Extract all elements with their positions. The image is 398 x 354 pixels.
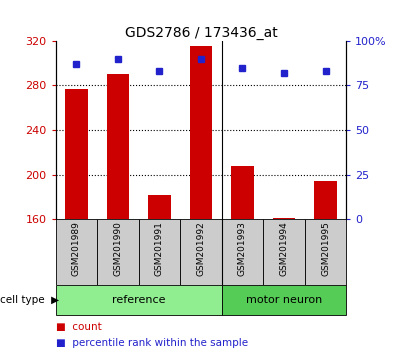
Bar: [180, 219, 222, 285]
Bar: [305, 219, 346, 285]
Text: GSM201994: GSM201994: [279, 222, 289, 276]
Text: GSM201989: GSM201989: [72, 222, 81, 276]
Text: GSM201992: GSM201992: [197, 222, 205, 276]
Bar: [222, 219, 263, 285]
Text: GSM201990: GSM201990: [113, 222, 123, 276]
Bar: [222, 285, 346, 315]
Text: reference: reference: [112, 295, 166, 305]
Text: GSM201995: GSM201995: [321, 222, 330, 276]
Bar: [56, 285, 222, 315]
Text: cell type  ▶: cell type ▶: [0, 295, 59, 305]
Bar: [65, 89, 88, 219]
Bar: [314, 182, 337, 219]
Text: GSM201991: GSM201991: [155, 222, 164, 276]
Bar: [56, 219, 97, 285]
Bar: [97, 219, 139, 285]
Bar: [273, 218, 295, 219]
Text: ■  count: ■ count: [56, 322, 101, 332]
Bar: [263, 219, 305, 285]
Bar: [231, 166, 254, 219]
Bar: [148, 195, 171, 219]
Text: GSM201993: GSM201993: [238, 222, 247, 276]
Bar: [107, 74, 129, 219]
Text: motor neuron: motor neuron: [246, 295, 322, 305]
Bar: [139, 219, 180, 285]
Title: GDS2786 / 173436_at: GDS2786 / 173436_at: [125, 26, 277, 40]
Text: ■  percentile rank within the sample: ■ percentile rank within the sample: [56, 338, 248, 348]
Bar: [189, 46, 213, 219]
